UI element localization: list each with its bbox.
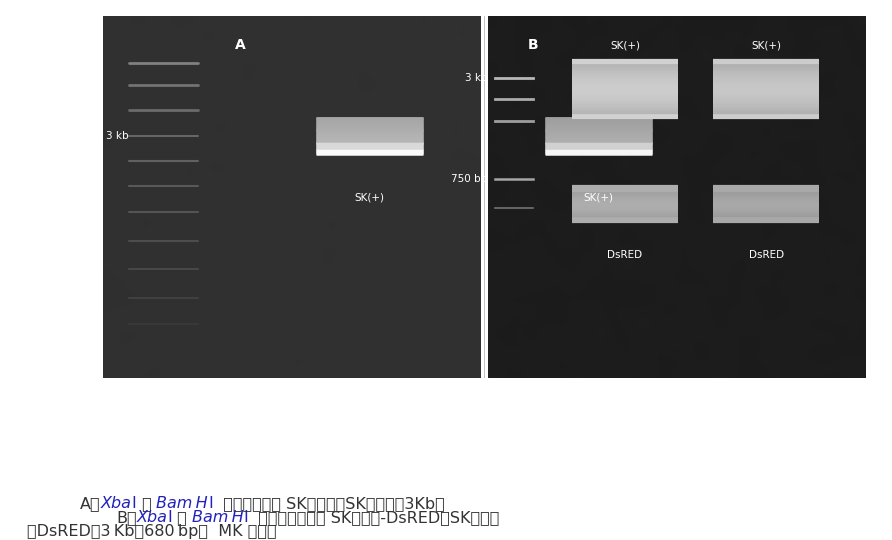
Text: 3 kb: 3 kb — [106, 131, 129, 140]
Text: Bam H: Bam H — [192, 510, 244, 525]
Text: 双酶切空载体 SK（＋），SK（＋）＝3Kb；: 双酶切空载体 SK（＋），SK（＋）＝3Kb； — [213, 496, 444, 511]
Text: 双酶切重组载体 SK（＋）-DsRED，SK（＋）: 双酶切重组载体 SK（＋）-DsRED，SK（＋） — [249, 510, 500, 525]
Text: SK(+): SK(+) — [583, 192, 614, 202]
Text: SK(+): SK(+) — [751, 40, 781, 50]
Text: B: B — [528, 38, 539, 52]
Text: Bam H: Bam H — [156, 496, 208, 511]
Text: Xba: Xba — [136, 510, 168, 525]
Text: SK(+): SK(+) — [354, 192, 384, 202]
Text: Xba: Xba — [101, 496, 132, 511]
Text: Ⅰ: Ⅰ — [132, 496, 136, 511]
Text: Ⅰ: Ⅰ — [208, 496, 213, 511]
Text: Ⅰ: Ⅰ — [244, 510, 249, 525]
Text: 750 bp: 750 bp — [451, 174, 488, 184]
Text: DsRED: DsRED — [607, 250, 642, 260]
Text: DsRED: DsRED — [748, 250, 784, 260]
Text: 3 kb: 3 kb — [465, 73, 488, 83]
Text: Ⅰ: Ⅰ — [168, 510, 172, 525]
Text: 和: 和 — [172, 510, 192, 525]
Text: A：: A： — [80, 496, 101, 511]
Text: 和: 和 — [136, 496, 156, 511]
Text: ＋DsRED＝3 Kb＋680 bp，  MK 同上．: ＋DsRED＝3 Kb＋680 bp， MK 同上． — [27, 524, 277, 539]
Text: SK(+): SK(+) — [610, 40, 640, 50]
Text: B：: B： — [116, 510, 136, 525]
Text: A: A — [235, 38, 245, 52]
